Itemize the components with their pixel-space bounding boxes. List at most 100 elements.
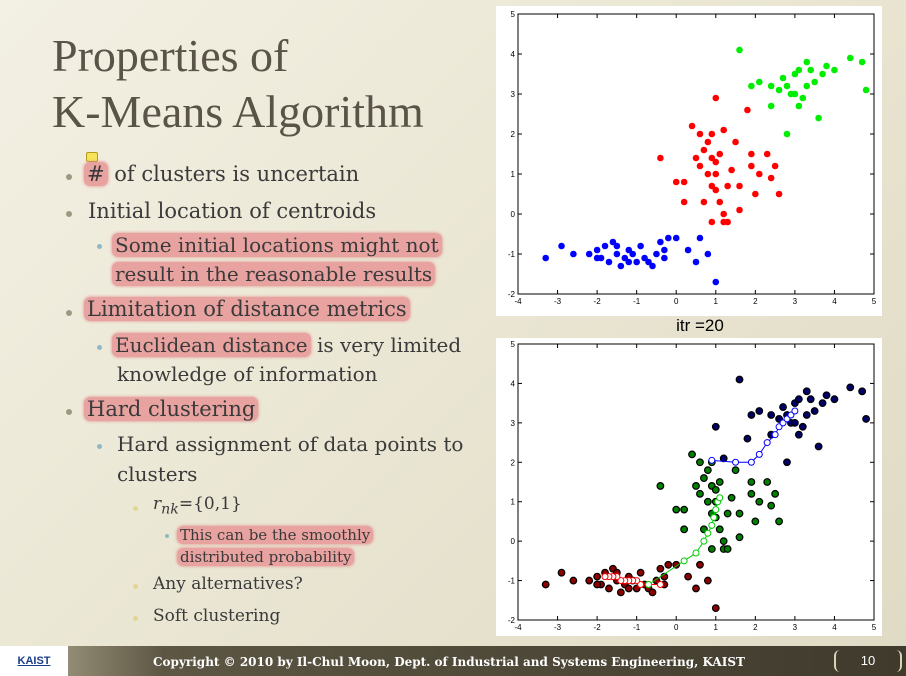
centroid-marker (732, 458, 740, 466)
data-point (680, 178, 688, 186)
data-point (692, 482, 700, 490)
data-point (779, 403, 787, 411)
data-point (771, 489, 780, 498)
y-tick-label: 3 (511, 90, 516, 99)
y-tick-label: -1 (508, 250, 516, 259)
bullet-dot (66, 211, 72, 217)
data-point (747, 411, 756, 419)
data-point (711, 422, 720, 431)
data-point (700, 198, 708, 206)
data-point (798, 422, 807, 431)
highlight: distributed probability (177, 548, 355, 566)
bullet-dot (66, 174, 72, 180)
data-point (707, 545, 716, 553)
scatter-plot-bottom: -4 -3 -2 -1 0 1 2 3 4 5 -2 -1 0 1 2 3 4 5 (496, 338, 882, 636)
data-point (795, 66, 803, 74)
bullet-dot (133, 506, 138, 511)
bullet-4-1-line-2: clusters (117, 462, 198, 486)
data-point (794, 430, 803, 439)
page-number: 10 (834, 650, 902, 672)
centroid-marker (601, 573, 609, 581)
formula-var: r (153, 494, 162, 514)
data-point (822, 391, 831, 400)
title-line-2: K-Means Algorithm (52, 86, 424, 137)
data-point (704, 138, 712, 146)
data-point (747, 489, 756, 498)
x-tick-label: 0 (674, 623, 679, 632)
data-point (585, 576, 594, 585)
data-point (636, 568, 645, 577)
data-point (656, 482, 665, 490)
data-point (783, 82, 791, 90)
data-point (593, 254, 601, 262)
data-point (696, 560, 704, 569)
bullet-3-1-line-2: knowledge of information (117, 362, 378, 386)
data-point (653, 250, 660, 258)
data-point (815, 114, 822, 122)
data-point (605, 258, 613, 266)
data-point (802, 387, 811, 396)
data-point (775, 86, 783, 94)
data-point (558, 242, 565, 250)
bullet-dot (165, 534, 169, 538)
data-point (672, 234, 680, 242)
data-point (708, 218, 716, 226)
data-point (732, 138, 739, 146)
data-point (814, 442, 823, 451)
data-point (711, 485, 720, 494)
data-point (724, 182, 731, 190)
data-point (585, 250, 593, 258)
bullet-4: Hard clustering (84, 397, 259, 421)
data-point (719, 537, 728, 546)
centroid-marker (645, 581, 653, 589)
data-point (624, 584, 633, 593)
data-point (767, 174, 775, 182)
bullet-2-1-line-1: Some initial locations might not (112, 233, 442, 257)
y-tick-label: -2 (508, 616, 516, 625)
x-tick-label: -2 (594, 623, 602, 632)
slide-title: Properties of K-Means Algorithm (52, 28, 482, 140)
y-tick-label: 0 (511, 537, 516, 546)
scatter-plot-top: -4 -3 -2 -1 0 1 2 3 4 5 -2 -1 0 1 2 3 4 5 (496, 6, 882, 316)
data-point (802, 411, 811, 419)
highlight: Limitation of distance metrics (84, 297, 410, 321)
x-tick-label: 2 (753, 623, 758, 632)
data-point (723, 545, 732, 553)
x-tick-label: -2 (594, 297, 602, 306)
data-point (700, 474, 708, 482)
y-tick-label: 3 (511, 419, 516, 428)
y-tick-label: -2 (508, 290, 516, 299)
formula-sub: nk (161, 501, 179, 518)
data-point (629, 250, 637, 258)
x-tick-label: 1 (714, 297, 719, 306)
data-point (656, 564, 665, 573)
centroid-marker (680, 557, 688, 565)
data-point (696, 162, 704, 170)
data-point (569, 576, 578, 585)
data-point (811, 78, 818, 86)
centroid-marker (747, 458, 755, 466)
x-tick-label: 4 (832, 297, 837, 306)
y-tick-label: 4 (511, 379, 516, 388)
y-tick-label: 1 (511, 170, 516, 179)
data-point (593, 246, 601, 254)
x-tick-label: 4 (832, 623, 837, 632)
data-point (751, 517, 760, 526)
highlight: Euclidean distance (112, 333, 311, 357)
bullet-4-1-1-1-line-2: distributed probability (177, 548, 355, 566)
data-point (819, 70, 826, 78)
comment-icon[interactable] (86, 152, 98, 162)
data-point (830, 395, 839, 404)
data-point (649, 262, 656, 270)
data-point (688, 450, 696, 459)
data-point (661, 254, 668, 262)
data-point (648, 588, 657, 597)
data-point (617, 262, 625, 270)
data-point (672, 178, 680, 186)
data-point (712, 278, 720, 286)
centroid-marker (755, 450, 763, 458)
data-point (541, 580, 550, 589)
x-tick-label: 2 (753, 297, 758, 306)
data-point (810, 407, 819, 415)
data-point (696, 458, 704, 467)
